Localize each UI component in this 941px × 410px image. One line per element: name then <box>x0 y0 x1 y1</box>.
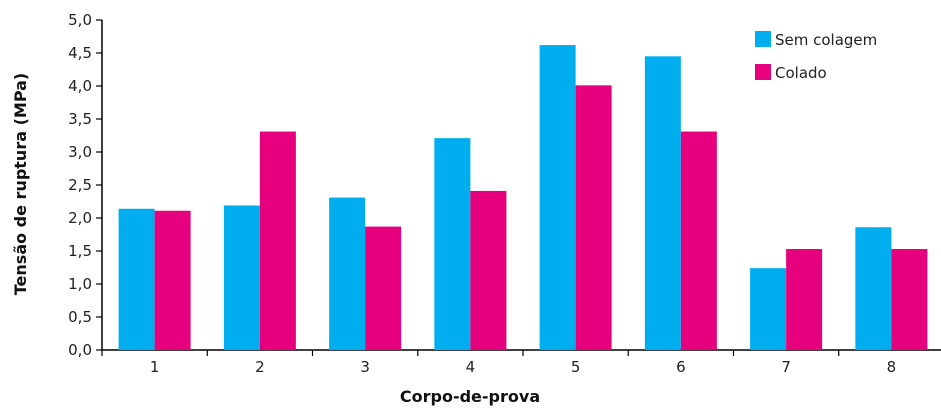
legend-label-sem-colagem: Sem colagem <box>775 31 877 49</box>
bar-colado-7 <box>786 249 823 350</box>
bar-sem-colagem-6 <box>644 56 681 351</box>
y-tick-label: 0,5 <box>68 308 92 326</box>
bar-colado-8 <box>891 249 928 350</box>
legend-swatch-sem-colagem <box>755 31 771 47</box>
bar-sem-colagem-3 <box>329 197 366 350</box>
bar-sem-colagem-8 <box>855 227 892 350</box>
bar-colado-2 <box>259 131 296 350</box>
x-axis: 1 2 3 4 5 6 7 8 <box>101 349 941 376</box>
y-axis-title: Tensão de ruptura (MPa) <box>11 73 30 295</box>
y-tick-label: 1,5 <box>68 242 92 260</box>
x-tick-label: 7 <box>781 358 791 376</box>
y-tick-label: 4,5 <box>68 44 92 62</box>
x-tick-label: 4 <box>466 358 476 376</box>
y-tick-label: 4,0 <box>68 77 92 95</box>
bar-sem-colagem-5 <box>539 45 576 351</box>
bar-colado-3 <box>365 226 402 350</box>
y-tick-label: 0,0 <box>68 341 92 359</box>
bar-sem-colagem-1 <box>118 208 155 350</box>
bar-colado-4 <box>470 190 507 350</box>
bars <box>118 45 928 351</box>
y-tick-label: 2,0 <box>68 209 92 227</box>
y-tick-label: 5,0 <box>68 11 92 29</box>
legend-label-colado: Colado <box>775 64 827 82</box>
bar-colado-6 <box>680 131 717 350</box>
x-tick-label: 8 <box>887 358 897 376</box>
y-tick-label: 3,0 <box>68 143 92 161</box>
x-tick-label: 6 <box>676 358 686 376</box>
x-axis-title: Corpo-de-prova <box>400 387 540 406</box>
x-tick-label: 5 <box>571 358 581 376</box>
x-tick-label: 2 <box>255 358 265 376</box>
bar-sem-colagem-2 <box>223 205 260 350</box>
bar-sem-colagem-7 <box>750 268 787 350</box>
y-tick-label: 2,5 <box>68 176 92 194</box>
y-tick-label: 3,5 <box>68 110 92 128</box>
x-tick-label: 3 <box>360 358 370 376</box>
y-axis: 0,0 0,5 1,0 1,5 2,0 2,5 3,0 3,5 4,0 4,5 5,0 <box>68 11 103 359</box>
bar-sem-colagem-4 <box>434 138 471 350</box>
bar-colado-1 <box>154 210 191 350</box>
y-tick-label: 1,0 <box>68 275 92 293</box>
legend: Sem colagem Colado <box>755 31 877 82</box>
x-tick-label: 1 <box>150 358 160 376</box>
bar-colado-5 <box>575 85 612 350</box>
legend-swatch-colado <box>755 64 771 80</box>
